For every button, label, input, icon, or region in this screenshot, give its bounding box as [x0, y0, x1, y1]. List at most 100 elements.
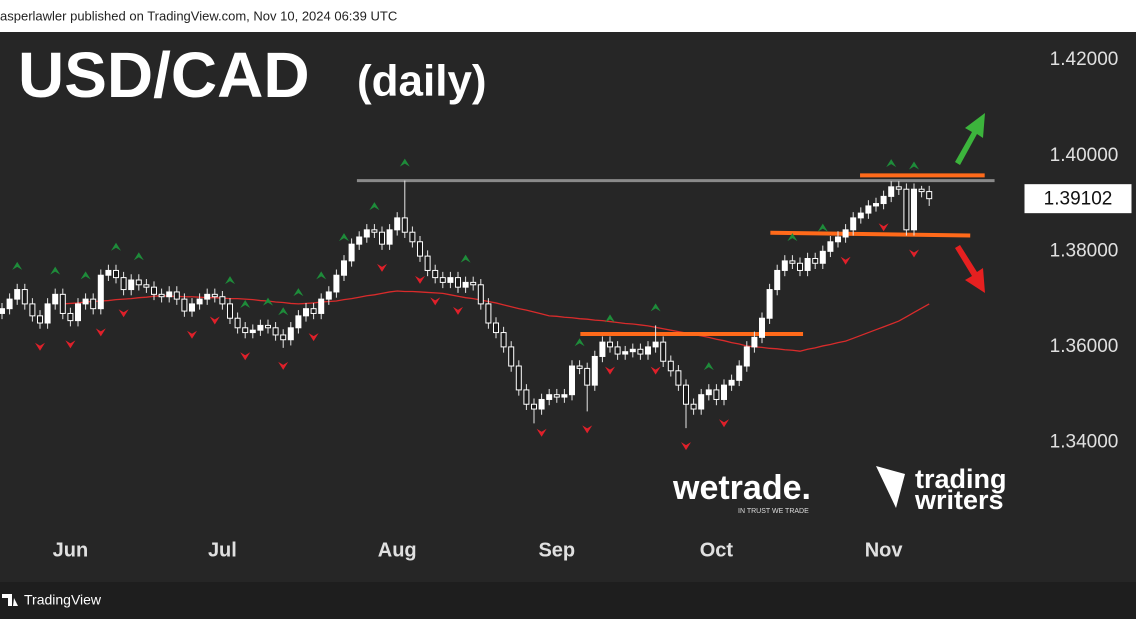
- candle-body: [128, 279, 135, 291]
- fractal-down: [377, 263, 387, 272]
- candle-body: [219, 296, 226, 305]
- candle-body: [462, 281, 469, 288]
- candle-body: [835, 236, 841, 243]
- candle-body: [728, 379, 735, 386]
- candle-body: [424, 255, 431, 271]
- fractal-down: [536, 428, 547, 437]
- x-tick-label: Sep: [538, 539, 575, 561]
- candle-body: [774, 269, 781, 291]
- candle-body: [766, 289, 773, 319]
- fractal-up: [240, 300, 251, 309]
- candle-body: [303, 308, 309, 317]
- candle-body: [280, 334, 287, 341]
- candle-body: [166, 291, 173, 298]
- candle-body: [394, 217, 401, 231]
- level-line: [770, 230, 971, 238]
- candle-body: [363, 229, 370, 238]
- candle-body: [599, 341, 606, 357]
- candle-body: [675, 370, 682, 386]
- fractal-down: [209, 316, 220, 325]
- footer-logo: [2, 594, 18, 606]
- candle-body: [584, 367, 591, 386]
- candle-body: [189, 303, 195, 312]
- candle-body: [470, 281, 477, 286]
- fractal-up: [12, 261, 23, 270]
- candle-body: [0, 308, 5, 314]
- candle-body: [531, 403, 537, 410]
- candle-body: [865, 205, 872, 214]
- candle-body: [485, 303, 492, 324]
- logo-tw-2: writers: [914, 485, 1004, 515]
- fractal-up: [787, 233, 798, 242]
- fractal-up: [369, 202, 380, 211]
- candle-body: [272, 327, 279, 336]
- candle-body: [918, 188, 925, 193]
- candle-body: [287, 327, 294, 341]
- candle-body: [660, 341, 667, 362]
- fractal-up: [111, 242, 121, 251]
- fractal-down: [118, 309, 129, 318]
- candle-body: [386, 229, 393, 245]
- candle-body: [113, 269, 119, 279]
- candle-body: [477, 284, 484, 305]
- candle-body: [576, 365, 583, 369]
- fractal-down: [909, 249, 919, 258]
- x-tick-label: Aug: [378, 539, 417, 561]
- fractal-up: [886, 159, 897, 168]
- y-tick-label: 1.38000: [1050, 240, 1119, 261]
- fractal-down: [240, 352, 251, 361]
- candle-body: [561, 394, 568, 398]
- fractal-up: [703, 362, 714, 371]
- candle-body: [257, 324, 264, 331]
- candle-body: [29, 303, 36, 317]
- candle-body: [873, 203, 879, 207]
- candle-body: [6, 298, 13, 310]
- candle-body: [804, 257, 811, 271]
- candle-body: [143, 284, 150, 288]
- fractal-down: [35, 342, 45, 351]
- candle-body: [751, 336, 758, 348]
- arrow-up: [955, 113, 985, 165]
- candle-body: [151, 286, 157, 295]
- arrow-down: [955, 245, 985, 293]
- candle-body: [97, 274, 104, 310]
- candle-body: [888, 186, 895, 197]
- logo-tagline: IN TRUST WE TRADE: [738, 508, 809, 515]
- logo-tw-1: trading: [915, 464, 1007, 494]
- candle-body: [698, 394, 705, 410]
- fractal-down: [278, 361, 289, 370]
- footer-text: TradingView: [24, 592, 102, 608]
- candle-body: [242, 327, 249, 334]
- candle-body: [310, 308, 317, 314]
- logo-tw-icon: [876, 466, 905, 508]
- candle-body: [227, 303, 233, 319]
- fractal-up: [278, 307, 289, 316]
- candle-body: [546, 394, 553, 400]
- fractal-up: [293, 288, 304, 297]
- fractal-up: [80, 271, 91, 280]
- candle-body: [743, 346, 750, 367]
- fractal-up: [339, 233, 349, 242]
- fractal-up: [50, 266, 61, 275]
- fractal-down: [187, 330, 197, 339]
- candle-body: [607, 341, 613, 348]
- candle-body: [880, 195, 887, 205]
- candle-body: [713, 389, 720, 400]
- header-bar: [0, 0, 1136, 32]
- y-tick-label: 1.42000: [1050, 49, 1119, 70]
- fractal-down: [308, 333, 319, 342]
- candle-body: [14, 289, 21, 300]
- candle-body: [21, 289, 28, 305]
- candle-body: [523, 389, 530, 405]
- candle-body: [325, 291, 332, 300]
- candle-body: [341, 260, 347, 276]
- candle-body: [797, 262, 803, 271]
- candle-body: [926, 191, 933, 200]
- fractal-up: [650, 303, 661, 312]
- fractal-down: [681, 442, 691, 451]
- candle-body: [59, 293, 66, 314]
- candle-body: [690, 403, 697, 410]
- fractal-down: [95, 328, 106, 337]
- candle-body: [842, 229, 849, 238]
